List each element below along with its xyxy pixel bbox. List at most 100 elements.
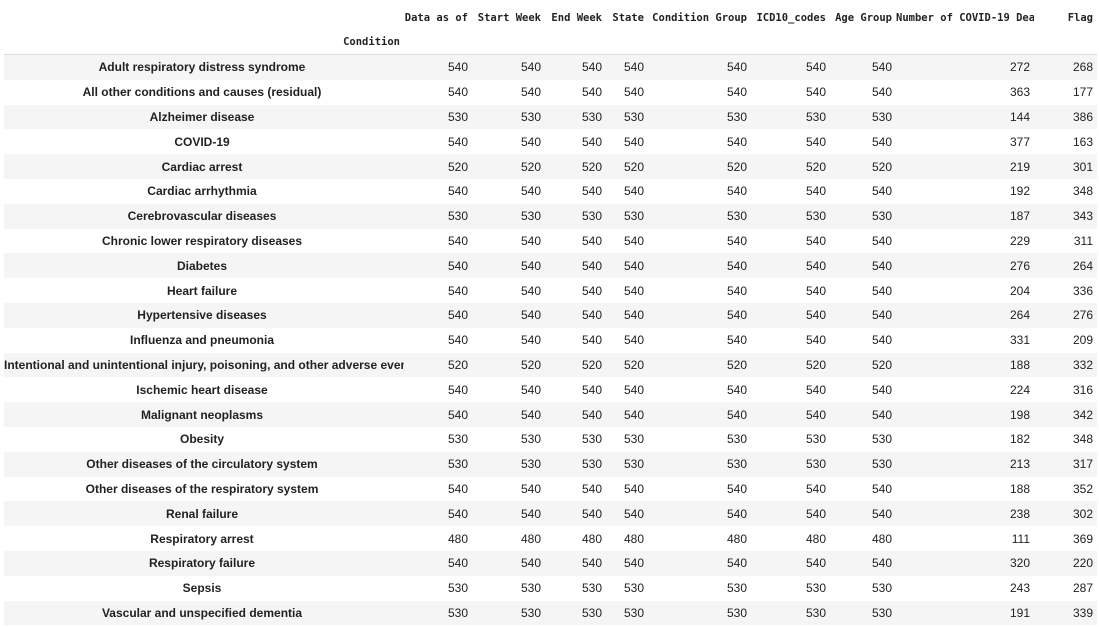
table-cell: 540 (805, 382, 826, 397)
table-cell: 530 (805, 457, 826, 472)
table-cell: 520 (726, 357, 747, 372)
row-label: Vascular and unspecified dementia (101, 605, 303, 620)
table-cell: 287 (1072, 581, 1093, 596)
table-cell: 540 (726, 382, 747, 397)
table-cell: 480 (871, 531, 892, 546)
table-cell: 540 (520, 506, 541, 521)
table-row: Cerebrovascular diseases 530 530 530 530 530 5… (4, 203, 1097, 229)
table-cell: 540 (520, 556, 541, 571)
table-cell: 540 (447, 85, 468, 100)
table-row: Other diseases of the respiratory system… (4, 477, 1097, 502)
table-cell: 540 (520, 283, 541, 298)
table-cell: 530 (520, 605, 541, 620)
table-cell: 264 (1009, 308, 1030, 323)
table-cell: 530 (871, 109, 892, 124)
row-label: Adult respiratory distress syndrome (98, 60, 306, 75)
row-label: Malignant neoplasms (140, 407, 264, 422)
table-cell: 540 (623, 258, 644, 273)
table-cell: 213 (1009, 457, 1030, 472)
table-cell: 530 (871, 605, 892, 620)
row-label: Renal failure (165, 506, 239, 521)
table-cell: 111 (1011, 531, 1030, 546)
table-cell: 520 (520, 159, 541, 174)
table-cell: 480 (581, 531, 602, 546)
table-cell: 540 (726, 283, 747, 298)
table-cell: 342 (1072, 407, 1093, 422)
table-row: Respiratory arrest 480 480 480 480 480 480 480 1… (4, 526, 1097, 551)
table-body: Adult respiratory distress syndrome 540 54… (4, 54, 1097, 626)
table-cell: 530 (726, 432, 747, 447)
column-header: ICD10_codes (756, 12, 826, 24)
table-cell: 540 (520, 333, 541, 348)
table-cell: 520 (805, 357, 826, 372)
table-cell: 540 (447, 184, 468, 199)
table-cell: 540 (805, 556, 826, 571)
table-cell: 530 (581, 109, 602, 124)
table-cell: 540 (805, 407, 826, 422)
table-cell: 530 (805, 109, 826, 124)
table-row: All other conditions and causes (residua… (4, 80, 1097, 105)
table-cell: 332 (1072, 357, 1093, 372)
table-cell: 530 (581, 605, 602, 620)
row-label: Cardiac arrest (161, 159, 243, 174)
table-cell: 540 (871, 184, 892, 199)
table-cell: 540 (447, 283, 468, 298)
table-cell: 540 (581, 233, 602, 248)
table-cell: 530 (805, 432, 826, 447)
table-cell: 530 (871, 432, 892, 447)
index-name: Condition (4, 36, 404, 55)
table-cell: 540 (520, 134, 541, 149)
table-cell: 540 (871, 407, 892, 422)
dataframe-table: Data as of Start Week End Week State Conditi… (4, 0, 1097, 626)
column-header: Age Group (835, 12, 892, 24)
table-cell: 187 (1009, 209, 1030, 224)
table-cell: 540 (447, 233, 468, 248)
table-cell: 530 (623, 605, 644, 620)
table-cell: 520 (623, 357, 644, 372)
table-cell: 520 (447, 357, 468, 372)
table-cell: 480 (726, 531, 747, 546)
table-cell: 530 (520, 457, 541, 472)
table-cell: 377 (1009, 134, 1030, 149)
table-cell: 540 (581, 258, 602, 273)
table-cell: 302 (1072, 506, 1093, 521)
table-cell: 540 (623, 308, 644, 323)
table-cell: 540 (871, 60, 892, 75)
table-row: Malignant neoplasms 540 540 540 540 540 540 540… (4, 402, 1097, 427)
row-label: Alzheimer disease (149, 109, 255, 124)
table-cell: 530 (623, 109, 644, 124)
table-cell: 530 (726, 605, 747, 620)
table-cell: 540 (520, 382, 541, 397)
table-cell: 540 (520, 233, 541, 248)
table-cell: 540 (805, 283, 826, 298)
table-cell: 540 (447, 258, 468, 273)
table-cell: 480 (805, 531, 826, 546)
table-cell: 530 (805, 209, 826, 224)
table-cell: 229 (1009, 233, 1030, 248)
table-cell: 520 (447, 159, 468, 174)
table-cell: 163 (1072, 134, 1093, 149)
row-label: Chronic lower respiratory diseases (101, 233, 303, 248)
table-cell: 386 (1072, 109, 1093, 124)
table-cell: 540 (447, 407, 468, 422)
table-cell: 540 (726, 60, 747, 75)
table-row: Alzheimer disease 530 530 530 530 530 530 530 14… (4, 104, 1097, 130)
table-row: Adult respiratory distress syndrome 540 54… (4, 54, 1097, 80)
table-cell: 339 (1072, 605, 1093, 620)
table-cell: 540 (623, 407, 644, 422)
table-row: Other diseases of the circulatory system… (4, 451, 1097, 477)
table-cell: 540 (520, 184, 541, 199)
table-cell: 224 (1009, 382, 1030, 397)
table-cell: 144 (1009, 109, 1030, 124)
table-cell: 540 (805, 506, 826, 521)
table-row: Respiratory failure 540 540 540 540 540 540 540… (4, 550, 1097, 576)
table-cell: 480 (447, 531, 468, 546)
table-cell: 540 (447, 333, 468, 348)
table-row: Cardiac arrest 520 520 520 520 520 520 520 219 30… (4, 154, 1097, 179)
table-cell: 540 (581, 333, 602, 348)
table-cell: 540 (623, 333, 644, 348)
table-cell: 540 (871, 382, 892, 397)
table-row: Cardiac arrhythmia 540 540 540 540 540 540 540 1… (4, 179, 1097, 204)
table-cell: 238 (1009, 506, 1030, 521)
table-cell: 540 (871, 506, 892, 521)
